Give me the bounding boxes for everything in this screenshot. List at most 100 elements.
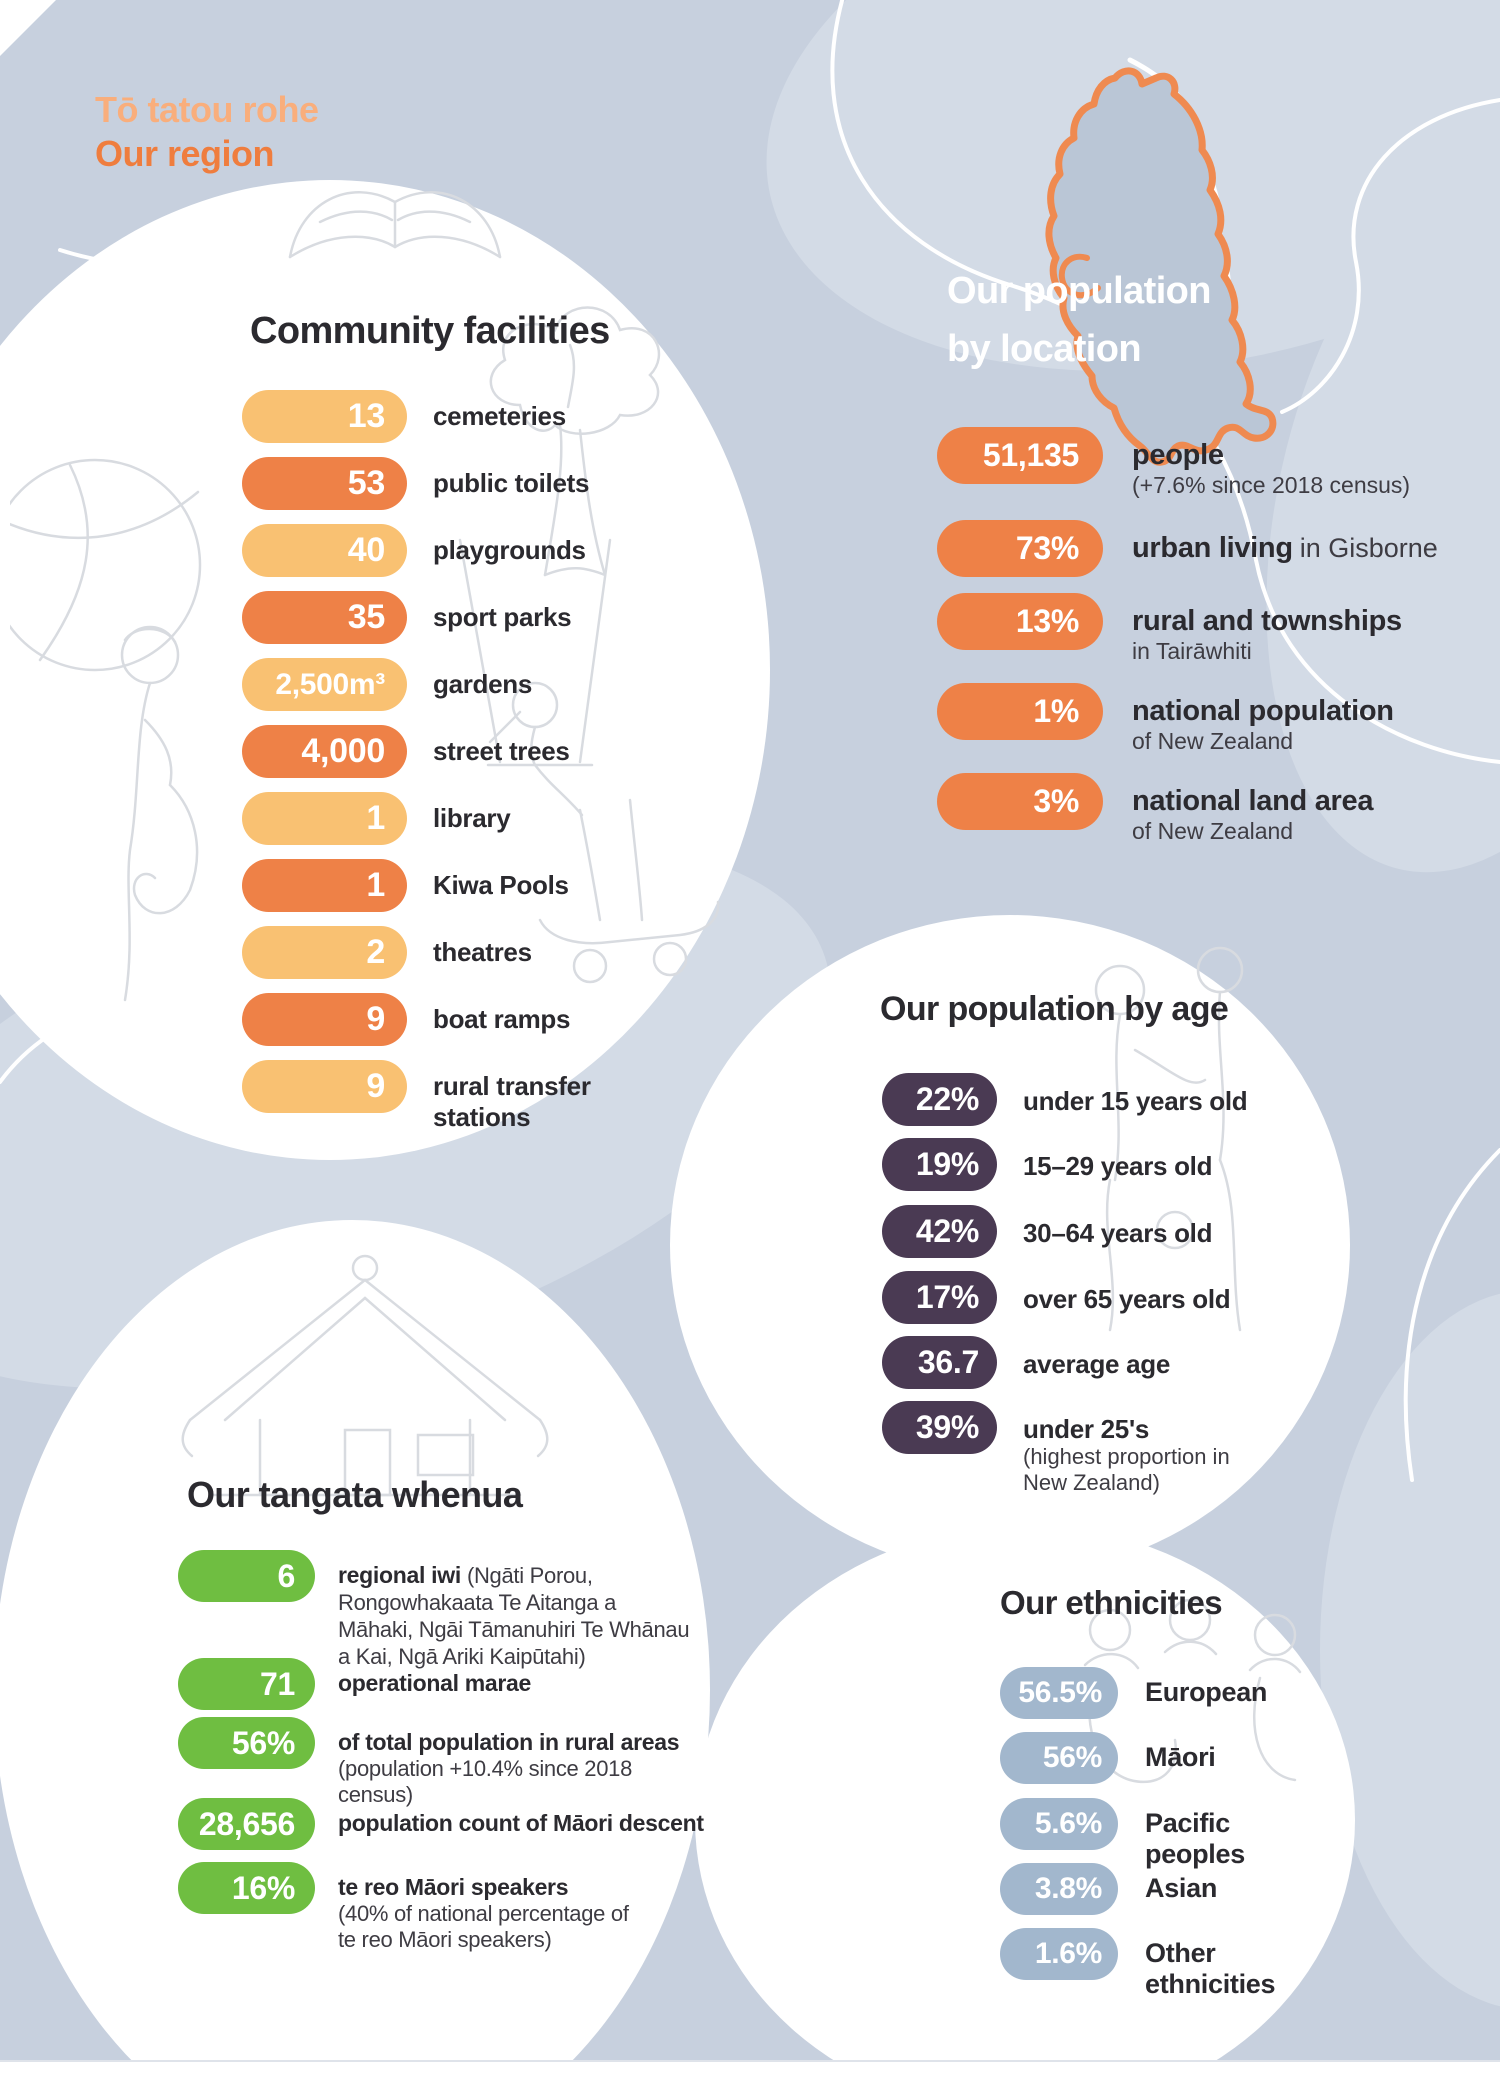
stat-pill: 1	[242, 859, 407, 912]
stat-label: gardens	[433, 669, 533, 699]
stat-label: library	[433, 803, 511, 833]
stat-pill: 17%	[882, 1271, 997, 1324]
stat-pill: 9	[242, 1060, 407, 1113]
stat-row: 35 sport parks	[242, 591, 722, 651]
stat-label: te reo Māori speakers (40% of national pe…	[338, 1874, 629, 1952]
stat-label: urban living in Gisborne	[1132, 532, 1438, 564]
stat-row: 17% over 65 years old	[882, 1271, 1302, 1329]
stat-label: cemeteries	[433, 401, 566, 431]
stat-pill: 42%	[882, 1205, 997, 1258]
stat-label: people (+7.6% since 2018 census)	[1132, 439, 1411, 498]
stat-label: theatres	[433, 937, 532, 967]
stat-label: national land area of New Zealand	[1132, 785, 1374, 844]
stat-row: 56.5% European	[1000, 1667, 1360, 1725]
stat-row: 22% under 15 years old	[882, 1073, 1302, 1131]
stat-row: 1 Kiwa Pools	[242, 859, 722, 919]
stat-row: 1 library	[242, 792, 722, 852]
stat-row: 13% rural and townships in Tairāwhiti	[937, 593, 1417, 664]
stat-pill: 16%	[178, 1862, 315, 1914]
stat-row: 71 operational marae	[178, 1658, 718, 1716]
stat-row: 56% Māori	[1000, 1732, 1360, 1790]
book-illustration	[288, 191, 502, 259]
stat-pill: 35	[242, 591, 407, 644]
stat-label: national population of New Zealand	[1132, 695, 1394, 754]
stat-row: 40 playgrounds	[242, 524, 722, 584]
stat-label: boat ramps	[433, 1004, 571, 1034]
stat-pill: 5.6%	[1000, 1798, 1118, 1850]
population-location-title-line1: Our population	[947, 270, 1211, 312]
stat-row: 51,135 people (+7.6% since 2018 census)	[937, 427, 1417, 498]
stat-pill: 51,135	[937, 427, 1103, 484]
stat-row: 2 theatres	[242, 926, 722, 986]
people-playing-illustration	[1094, 946, 1244, 1332]
stat-label: playgrounds	[433, 535, 586, 565]
stat-label: Asian	[1145, 1873, 1218, 1903]
stat-pill: 3.8%	[1000, 1863, 1118, 1915]
stat-row: 2,500m³ gardens	[242, 658, 722, 718]
tairawhiti-region-map	[1045, 57, 1277, 466]
stat-label: rural transfer stations	[433, 1071, 591, 1132]
saxophone-player-illustration	[120, 625, 199, 1002]
population-age-title: Our population by age	[880, 990, 1229, 1028]
stat-pill: 28,656	[178, 1798, 315, 1850]
stat-pill: 3%	[937, 773, 1103, 830]
stat-pill: 4,000	[242, 725, 407, 778]
stat-label: under 15 years old	[1023, 1086, 1248, 1116]
tree-illustration	[489, 306, 661, 577]
stat-pill: 9	[242, 993, 407, 1046]
stat-label: Pacific peoples	[1145, 1808, 1245, 1869]
stat-pill: 40	[242, 524, 407, 577]
stat-label: public toilets	[433, 468, 590, 498]
stat-row: 5.6% Pacific peoples	[1000, 1798, 1360, 1869]
skateboard-illustration	[538, 798, 720, 984]
population-location-title-line2: by location	[947, 328, 1142, 370]
stat-pill: 13%	[937, 593, 1103, 650]
stat-pill: 13	[242, 390, 407, 443]
stat-pill: 19%	[882, 1138, 997, 1191]
stat-label: Other ethnicities	[1145, 1938, 1276, 1999]
stat-label: under 25's (highest proportion in New Zea…	[1023, 1414, 1230, 1495]
stat-row: 1.6% Other ethnicities	[1000, 1928, 1360, 1999]
stat-row: 4,000 street trees	[242, 725, 722, 785]
stat-label: 15–29 years old	[1023, 1151, 1213, 1181]
stat-pill: 39%	[882, 1401, 997, 1454]
tangata-whenua-circle	[0, 1220, 710, 2079]
stat-row: 16% te reo Māori speakers (40% of national…	[178, 1862, 718, 1952]
community-facilities-title: Community facilities	[250, 310, 610, 352]
stat-pill: 71	[178, 1658, 315, 1710]
stat-row: 19% 15–29 years old	[882, 1138, 1302, 1196]
stat-pill: 56%	[178, 1717, 315, 1769]
stat-row: 56% of total population in rural areas (po…	[178, 1717, 718, 1807]
stat-label: regional iwi (Ngāti Porou, Rongowhakaata …	[338, 1562, 690, 1669]
stat-label: rural and townships in Tairāwhiti	[1132, 605, 1402, 664]
stat-pill: 56.5%	[1000, 1667, 1118, 1719]
stat-pill: 6	[178, 1550, 315, 1602]
stat-row: 6 regional iwi (Ngāti Porou, Rongowhakaata…	[178, 1550, 718, 1669]
stat-pill: 2	[242, 926, 407, 979]
population-age-circle	[670, 915, 1350, 1575]
stat-pill: 1%	[937, 683, 1103, 740]
tangata-whenua-title: Our tangata whenua	[187, 1474, 523, 1515]
stat-pill: 1	[242, 792, 407, 845]
ethnicities-title: Our ethnicities	[1000, 1584, 1223, 1621]
stat-row: 53 public toilets	[242, 457, 722, 517]
stat-row: 42% 30–64 years old	[882, 1205, 1302, 1263]
stat-pill: 56%	[1000, 1732, 1118, 1784]
stat-pill: 22%	[882, 1073, 997, 1126]
page-title-english: Our region	[95, 133, 275, 174]
stat-row: 36.7 average age	[882, 1336, 1302, 1394]
stat-pill: 1.6%	[1000, 1928, 1118, 1980]
stat-row: 13 cemeteries	[242, 390, 722, 450]
stat-label: sport parks	[433, 602, 572, 632]
stat-label: Kiwa Pools	[433, 870, 569, 900]
stat-row: 39% under 25's (highest proportion in New …	[882, 1401, 1302, 1495]
stat-row: 3% national land area of New Zealand	[937, 773, 1417, 844]
stat-label: population count of Māori descent	[338, 1810, 704, 1836]
stat-row: 9 boat ramps	[242, 993, 722, 1053]
swing-illustration	[458, 538, 612, 817]
stat-label: street trees	[433, 736, 570, 766]
stat-label: 30–64 years old	[1023, 1218, 1213, 1248]
stat-label: operational marae	[338, 1670, 532, 1696]
marae-illustration	[181, 1254, 549, 1497]
